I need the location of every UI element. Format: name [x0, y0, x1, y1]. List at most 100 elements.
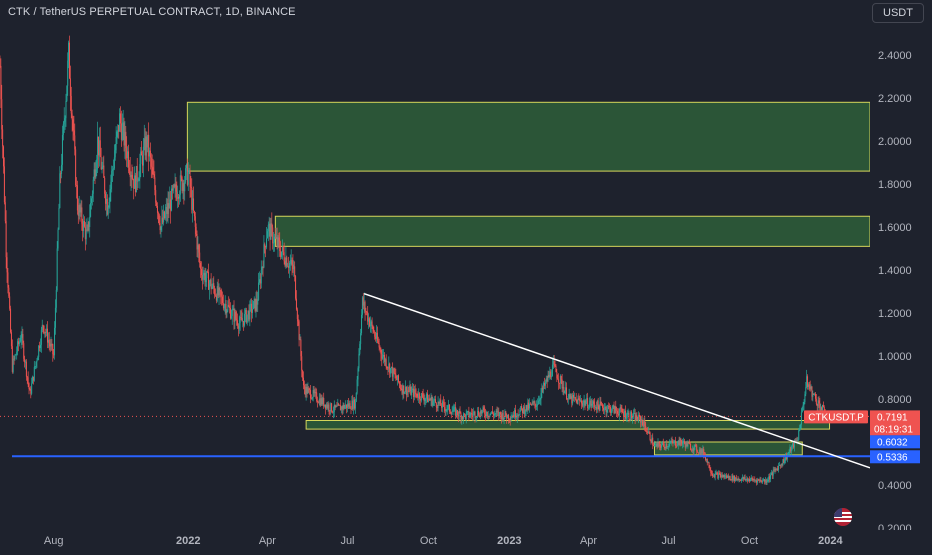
- candle-body: [54, 307, 56, 328]
- candle-body: [162, 217, 164, 223]
- candle-body: [338, 403, 340, 405]
- candle-body: [261, 267, 263, 271]
- candle-body: [531, 402, 533, 405]
- candle-body: [134, 175, 136, 189]
- candle-body: [761, 481, 763, 483]
- candle-body: [406, 390, 408, 395]
- candle-body: [276, 236, 278, 247]
- candle-body: [34, 366, 36, 368]
- x-tick-label: Oct: [420, 535, 437, 547]
- candle-body: [485, 414, 487, 417]
- zones-layer: [186, 101, 871, 456]
- candle-body: [550, 371, 552, 377]
- candle-body: [728, 476, 730, 478]
- candle-body: [242, 320, 244, 322]
- candle-body: [734, 477, 736, 481]
- candle-body: [500, 414, 502, 420]
- candle-body: [671, 440, 673, 442]
- candle-body: [77, 210, 79, 216]
- candle-body: [706, 458, 708, 463]
- candle-body: [721, 475, 723, 478]
- candle-body: [290, 259, 292, 263]
- candle-body: [497, 411, 499, 413]
- candle-body: [555, 365, 557, 373]
- candle-body: [638, 414, 640, 421]
- candle-body: [455, 407, 457, 416]
- candle-body: [492, 413, 494, 416]
- candle-body: [581, 403, 583, 406]
- candle-body: [544, 382, 546, 386]
- candle-body: [560, 376, 562, 380]
- candle-body: [179, 175, 181, 195]
- candle-body: [349, 403, 351, 409]
- descending-trendline: [363, 292, 871, 469]
- candle-body: [559, 376, 561, 384]
- candle-body: [740, 480, 742, 481]
- candle-body: [408, 390, 410, 392]
- candle-body: [245, 309, 247, 323]
- candle-body: [813, 393, 815, 395]
- candles-layer: [0, 35, 828, 486]
- candle-body: [782, 459, 784, 466]
- candle-body: [148, 134, 150, 157]
- candle-body: [298, 321, 300, 340]
- candle-body: [388, 363, 390, 369]
- candle-body: [243, 320, 245, 326]
- candle-body: [473, 411, 475, 413]
- candle-body: [340, 406, 342, 411]
- candle-body: [500, 412, 502, 415]
- candle-body: [781, 464, 783, 466]
- candle-body: [358, 353, 360, 369]
- candle-body: [197, 245, 199, 250]
- currency-selector-button[interactable]: USDT: [872, 3, 924, 23]
- candle-body: [42, 325, 44, 327]
- candle-body: [403, 385, 405, 394]
- candle-body: [354, 399, 356, 409]
- candle-body: [510, 417, 512, 421]
- candle-body: [61, 164, 63, 174]
- candle-body: [578, 398, 580, 400]
- candle-body: [194, 216, 196, 227]
- candle-body: [785, 455, 787, 460]
- candle-body: [514, 409, 516, 418]
- candle-body: [9, 296, 11, 309]
- candle-body: [656, 443, 658, 447]
- candle-body: [225, 303, 227, 314]
- y-tick-label: 1.8000: [878, 179, 912, 191]
- candle-body: [496, 411, 498, 412]
- candle-body: [38, 345, 40, 357]
- us-flag-icon[interactable]: [834, 508, 852, 526]
- candle-body: [476, 416, 478, 418]
- candle-body: [264, 244, 266, 247]
- candle-body: [86, 229, 88, 231]
- candle-body: [451, 411, 453, 415]
- candle-body: [33, 367, 35, 381]
- candle-body: [279, 241, 281, 252]
- candle-body: [796, 440, 798, 441]
- candle-body: [427, 398, 429, 403]
- support-zone-1: [305, 420, 831, 430]
- candle-body: [55, 290, 57, 308]
- candle-body: [381, 354, 383, 359]
- candle-body: [28, 383, 30, 390]
- candle-body: [484, 410, 486, 415]
- candle-body: [240, 317, 242, 319]
- candle-body: [117, 125, 119, 133]
- x-tick-label: 2024: [818, 535, 843, 547]
- candle-body: [806, 376, 808, 388]
- candle-body: [533, 401, 535, 403]
- candle-body: [424, 399, 426, 402]
- candle-body: [683, 440, 685, 443]
- candle-body: [734, 475, 736, 481]
- candle-body: [802, 404, 804, 407]
- candle-body: [530, 403, 532, 405]
- candle-body: [456, 410, 458, 415]
- candle-body: [389, 363, 391, 374]
- candle-body: [729, 476, 731, 480]
- candle-body: [579, 398, 581, 401]
- candle-body: [152, 167, 154, 175]
- candle-body: [536, 405, 538, 407]
- candle-body: [755, 480, 757, 482]
